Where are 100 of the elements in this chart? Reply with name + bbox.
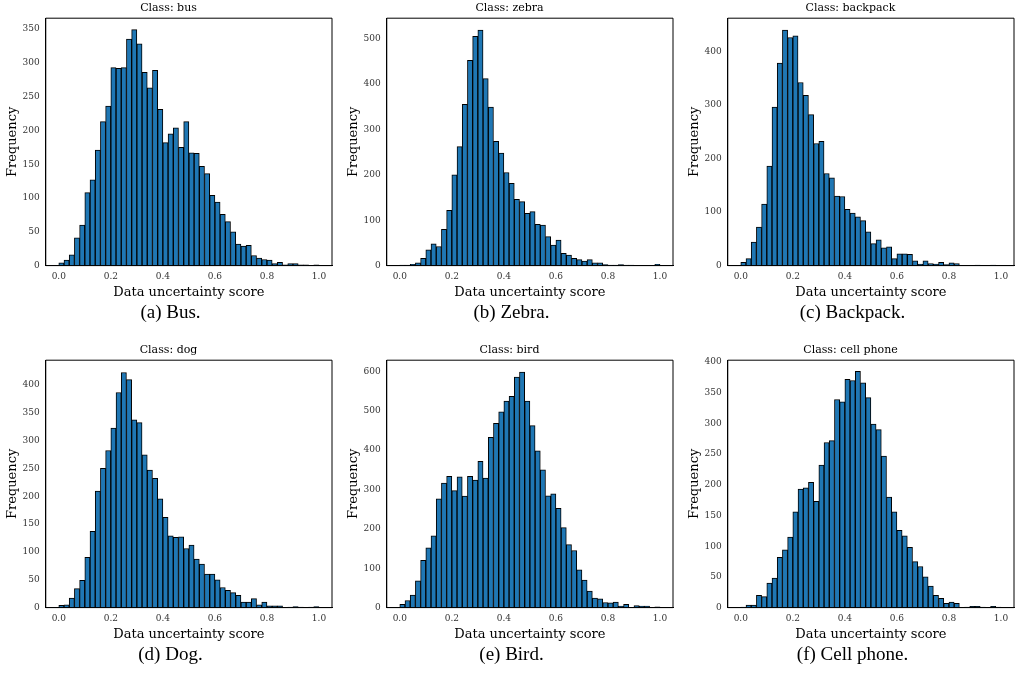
- x-tick-label: 0.8: [259, 613, 275, 624]
- chart-title: Class: dog: [139, 343, 198, 357]
- y-axis-title: Frequency: [686, 448, 702, 520]
- x-tick-label: 1.0: [311, 613, 327, 624]
- y-tick-label: 400: [704, 45, 723, 56]
- y-tick-label: 300: [704, 417, 723, 428]
- x-tick-label: 0.6: [889, 613, 905, 624]
- y-tick-label: 200: [704, 152, 723, 163]
- text: (e) Bird.: [479, 643, 544, 665]
- x-tick-label: 0.8: [941, 271, 957, 282]
- y-tick-label: 50: [28, 226, 41, 237]
- x-tick-label: 0.4: [837, 613, 853, 624]
- x-tick-label: 0.6: [548, 271, 564, 282]
- y-tick-label: 250: [704, 448, 723, 459]
- text: (b) Zebra.: [473, 301, 550, 323]
- x-tick-label: 0.6: [207, 613, 223, 624]
- x-tick-label: 0.8: [600, 271, 616, 282]
- text: (f) Cell phone.: [796, 643, 909, 665]
- x-tick-label: 0.6: [548, 613, 564, 624]
- x-tick-label: 0.0: [733, 271, 749, 282]
- x-tick-label: 0.2: [785, 613, 800, 624]
- x-tick-label: 0.6: [207, 271, 223, 282]
- y-tick-label: 0: [34, 601, 41, 612]
- x-tick-label: 0.8: [259, 271, 275, 282]
- x-tick-label: 1.0: [311, 271, 327, 282]
- y-tick-label: 100: [22, 546, 41, 557]
- y-tick-label: 50: [28, 574, 41, 585]
- y-tick-label: 400: [704, 356, 723, 367]
- x-tick-label: 1.0: [993, 271, 1009, 282]
- x-axis-title: Data uncertainty score: [113, 625, 265, 641]
- chart-title: Class: backpack: [805, 1, 896, 15]
- x-tick-label: 0.4: [837, 271, 853, 282]
- y-tick-label: 200: [22, 490, 41, 501]
- y-tick-label: 300: [22, 57, 41, 68]
- y-tick-label: 100: [704, 540, 723, 551]
- y-tick-label: 0: [375, 259, 382, 270]
- x-tick-label: 1.0: [652, 271, 668, 282]
- x-tick-label: 0.2: [103, 271, 118, 282]
- y-tick-label: 150: [22, 518, 41, 529]
- y-tick-label: 50: [710, 571, 723, 582]
- text: (c) Backpack.: [799, 301, 906, 323]
- chart-title: Class: bird: [479, 343, 540, 357]
- x-tick-label: 0.0: [733, 613, 749, 624]
- y-tick-label: 150: [22, 158, 41, 169]
- y-tick-label: 200: [363, 523, 382, 534]
- y-axis-title: Frequency: [686, 106, 702, 178]
- y-tick-label: 350: [22, 23, 41, 34]
- y-tick-label: 100: [704, 206, 723, 217]
- x-tick-label: 0.8: [941, 613, 957, 624]
- y-tick-label: 350: [704, 387, 723, 398]
- x-tick-label: 0.2: [103, 613, 118, 624]
- y-tick-label: 600: [363, 365, 382, 376]
- x-axis-title: Data uncertainty score: [454, 625, 606, 641]
- y-axis-title: Frequency: [4, 448, 20, 520]
- y-tick-label: 400: [363, 78, 382, 89]
- x-tick-label: 0.0: [392, 271, 408, 282]
- y-axis-title: Frequency: [345, 448, 361, 520]
- y-tick-label: 0: [716, 601, 723, 612]
- y-tick-label: 300: [22, 434, 41, 445]
- y-tick-label: 500: [363, 404, 382, 415]
- y-axis-title: Frequency: [4, 106, 20, 178]
- y-tick-label: 0: [716, 259, 723, 270]
- y-tick-label: 100: [22, 192, 41, 203]
- x-tick-label: 0.4: [155, 271, 171, 282]
- y-tick-label: 250: [22, 462, 41, 473]
- y-tick-label: 200: [704, 479, 723, 490]
- y-tick-label: 300: [704, 99, 723, 110]
- x-tick-label: 0.0: [51, 271, 67, 282]
- x-tick-label: 0.4: [496, 613, 512, 624]
- chart-title: Class: cell phone: [803, 343, 898, 357]
- x-tick-label: 0.8: [600, 613, 616, 624]
- y-tick-label: 400: [363, 444, 382, 455]
- y-tick-label: 300: [363, 483, 382, 494]
- y-tick-label: 400: [22, 379, 41, 390]
- y-tick-label: 200: [22, 124, 41, 135]
- text: (a) Bus.: [140, 301, 201, 323]
- y-tick-label: 150: [704, 509, 723, 520]
- x-tick-label: 0.2: [444, 613, 459, 624]
- x-tick-label: 0.0: [51, 613, 67, 624]
- y-tick-label: 500: [363, 32, 382, 43]
- x-tick-label: 0.4: [496, 271, 512, 282]
- y-axis-title: Frequency: [345, 106, 361, 178]
- y-tick-label: 350: [22, 406, 41, 417]
- x-tick-label: 0.2: [785, 271, 800, 282]
- x-tick-label: 0.0: [392, 613, 408, 624]
- text: (d) Dog.: [138, 643, 203, 665]
- x-tick-label: 0.6: [889, 271, 905, 282]
- y-tick-label: 200: [363, 169, 382, 180]
- y-tick-label: 100: [363, 214, 382, 225]
- y-tick-label: 0: [375, 601, 382, 612]
- y-tick-label: 300: [363, 123, 382, 134]
- x-axis-title: Data uncertainty score: [795, 283, 947, 299]
- x-tick-label: 1.0: [652, 613, 668, 624]
- chart-title: Class: bus: [140, 1, 198, 15]
- x-axis-title: Data uncertainty score: [795, 625, 947, 641]
- y-tick-label: 250: [22, 90, 41, 101]
- chart-title: Class: zebra: [475, 1, 545, 15]
- x-tick-label: 0.4: [155, 613, 171, 624]
- y-tick-label: 100: [363, 562, 382, 573]
- x-tick-label: 0.2: [444, 271, 459, 282]
